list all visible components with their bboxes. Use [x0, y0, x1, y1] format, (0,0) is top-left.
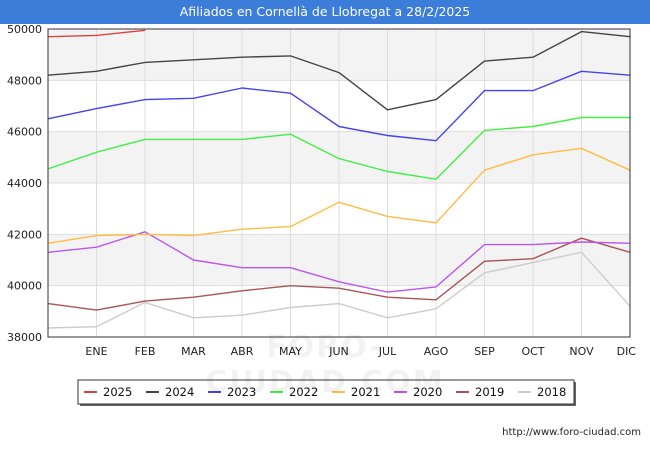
y-axis: 38000 40000 42000 44000 46000 48000 50000	[7, 23, 42, 344]
legend-label-2023: 2023	[227, 385, 256, 399]
x-tick-label: NOV	[569, 345, 594, 358]
x-tick-label: ABR	[231, 345, 254, 358]
y-tick-label: 50000	[7, 23, 42, 36]
series-line-2020	[47, 231, 631, 293]
x-tick-label: JUN	[328, 345, 349, 358]
source-url[interactable]: http://www.foro-ciudad.com	[502, 427, 641, 438]
series-line-2025	[47, 29, 146, 38]
legend-label-2024: 2024	[165, 385, 194, 399]
x-tick-label: DIC	[617, 345, 637, 358]
legend-box	[77, 379, 575, 405]
watermark: FORO-CIUDAD.COM	[205, 330, 445, 400]
legend-label-2019: 2019	[475, 385, 504, 399]
series-line-2022	[47, 116, 630, 180]
plot-border	[47, 28, 631, 338]
x-tick-label: SEP	[474, 345, 495, 358]
x-tick-label: ENE	[85, 345, 107, 358]
legend-label-2022: 2022	[289, 385, 318, 399]
x-tick-label: MAR	[181, 345, 206, 358]
y-tick-label: 46000	[7, 126, 42, 139]
y-tick-label: 42000	[7, 228, 42, 241]
x-tick-label: FEB	[135, 345, 156, 358]
x-tick-label: JUL	[378, 345, 397, 358]
series-line-2024	[47, 30, 631, 111]
series-line-2019	[47, 237, 631, 311]
series-line-2018	[47, 251, 631, 329]
chart-title: Afiliados en Cornellà de Llobregat a 28/…	[0, 0, 650, 24]
y-tick-label: 48000	[7, 74, 42, 87]
y-tick-label: 44000	[7, 177, 42, 190]
series-line-2021	[47, 147, 631, 244]
y-tick-label: 38000	[7, 331, 42, 344]
legend-label-2021: 2021	[351, 385, 380, 399]
x-tick-label: MAY	[279, 345, 302, 358]
legend: 2025 2024 2023 2022 2021 2020 2019 2018	[77, 379, 576, 406]
y-tick-label: 40000	[7, 280, 42, 293]
x-tick-label: OCT	[521, 345, 544, 358]
legend-label-2018: 2018	[537, 385, 566, 399]
series-line-2023	[47, 70, 631, 142]
legend-label-2025: 2025	[103, 385, 132, 399]
series-lines	[47, 29, 631, 329]
x-tick-label: AGO	[424, 345, 449, 358]
x-axis: ENE FEB MAR ABR MAY JUN JUL AGO SEP OCT NOV DIC	[85, 345, 636, 358]
legend-label-2020: 2020	[413, 385, 442, 399]
